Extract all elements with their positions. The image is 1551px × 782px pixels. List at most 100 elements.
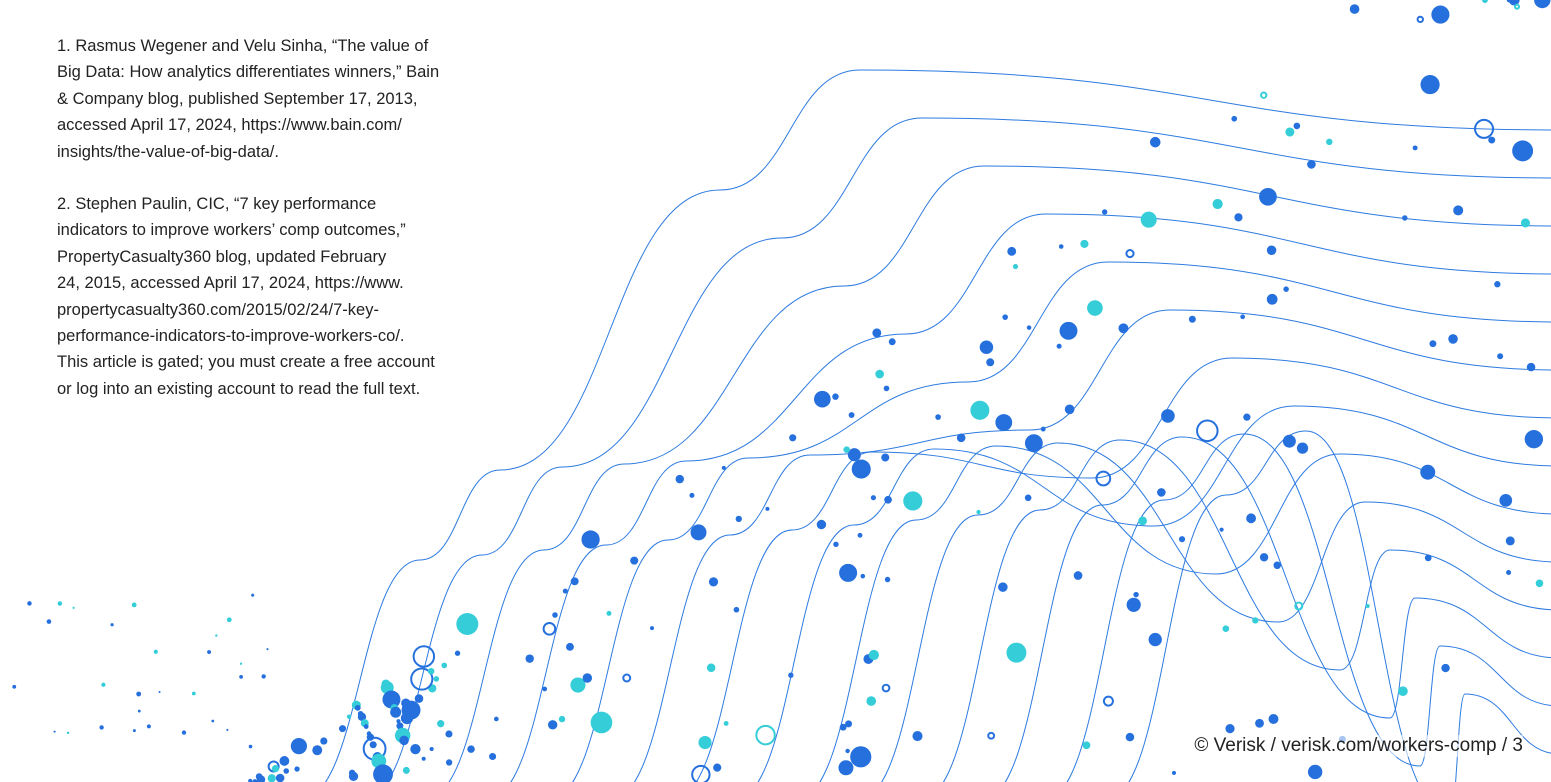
dot <box>1506 570 1511 575</box>
dot <box>676 475 684 483</box>
dot <box>441 663 447 669</box>
dot <box>1150 137 1161 148</box>
dot <box>1083 741 1091 749</box>
dot <box>211 720 214 723</box>
dot <box>552 612 558 618</box>
dot <box>446 759 452 765</box>
dot <box>869 650 879 660</box>
dot <box>415 694 424 703</box>
dot <box>182 730 186 734</box>
dot <box>650 626 654 630</box>
dot <box>159 691 161 693</box>
dot <box>266 648 268 650</box>
dot <box>268 774 276 782</box>
dot <box>1350 4 1360 14</box>
dot <box>133 729 136 732</box>
network-line <box>858 443 1551 782</box>
dot <box>765 507 769 511</box>
dot <box>1536 580 1544 588</box>
dot <box>1294 123 1301 130</box>
footnote-line: & Company blog, published September 17, … <box>57 86 537 112</box>
dot <box>1259 188 1277 206</box>
page: 1. Rasmus Wegener and Velu Sinha, “The v… <box>0 0 1551 782</box>
dot <box>881 453 889 461</box>
dot <box>1308 765 1322 779</box>
dot <box>845 749 849 753</box>
dot <box>1431 6 1449 24</box>
dot <box>445 730 452 737</box>
dot <box>294 766 299 771</box>
dot <box>370 741 377 748</box>
dot <box>1420 75 1439 94</box>
dot <box>1252 617 1258 623</box>
dot <box>494 717 499 722</box>
footnote: 2. Stephen Paulin, CIC, “7 key performan… <box>57 191 537 402</box>
ring-dot <box>414 646 434 666</box>
dot <box>980 340 994 354</box>
dot <box>434 676 440 682</box>
dot <box>99 725 103 729</box>
footnote-line: 2. Stephen Paulin, CIC, “7 key performan… <box>57 191 537 217</box>
dot <box>1497 353 1503 359</box>
dot <box>1231 116 1237 122</box>
dot <box>1225 724 1234 733</box>
dot <box>276 774 285 782</box>
dot <box>788 673 793 678</box>
dot <box>154 650 158 654</box>
dot <box>713 764 721 772</box>
dot <box>1065 404 1075 414</box>
dot <box>843 446 850 453</box>
dot <box>355 705 361 711</box>
dot <box>970 401 989 420</box>
dot <box>1269 714 1279 724</box>
dot <box>548 720 557 729</box>
dot <box>630 557 638 565</box>
dot <box>734 607 740 613</box>
dot <box>138 710 141 713</box>
dot <box>1002 314 1008 320</box>
dot <box>709 577 718 586</box>
dot <box>833 542 838 547</box>
dot <box>1222 625 1229 632</box>
dot <box>1027 325 1032 330</box>
dot <box>339 725 346 732</box>
dot <box>884 386 890 392</box>
dot <box>467 745 475 753</box>
dot <box>1283 435 1296 448</box>
dot <box>110 623 113 626</box>
dot <box>227 617 232 622</box>
dot <box>849 412 855 418</box>
dot <box>207 650 211 654</box>
dot <box>1041 427 1046 432</box>
dot <box>885 577 890 582</box>
dot <box>456 613 478 635</box>
footnote-line: propertycasualty360.com/2015/02/24/7-key… <box>57 297 537 323</box>
network-line <box>424 166 1551 782</box>
dot <box>320 737 327 744</box>
dot <box>889 338 896 345</box>
dot <box>1025 434 1043 452</box>
footnote-line: accessed April 17, 2024, https://www.bai… <box>57 112 537 138</box>
dot <box>403 767 410 774</box>
dot <box>817 520 826 529</box>
dot <box>1494 281 1500 287</box>
dot <box>58 601 62 605</box>
dot <box>845 720 852 727</box>
footnote-line: indicators to improve workers’ comp outc… <box>57 217 537 243</box>
dot <box>1429 340 1436 347</box>
dot <box>1326 139 1333 146</box>
dot <box>998 582 1008 592</box>
dot <box>1189 316 1196 323</box>
dot <box>871 495 876 500</box>
dot <box>1059 244 1064 249</box>
dot <box>47 619 52 624</box>
dot <box>1297 442 1308 453</box>
dot <box>1149 633 1162 646</box>
dot <box>1234 213 1242 221</box>
dot <box>566 643 574 651</box>
dot <box>349 772 358 781</box>
dot <box>428 668 435 675</box>
dot <box>401 699 410 708</box>
dot <box>986 358 994 366</box>
dot <box>935 414 941 420</box>
